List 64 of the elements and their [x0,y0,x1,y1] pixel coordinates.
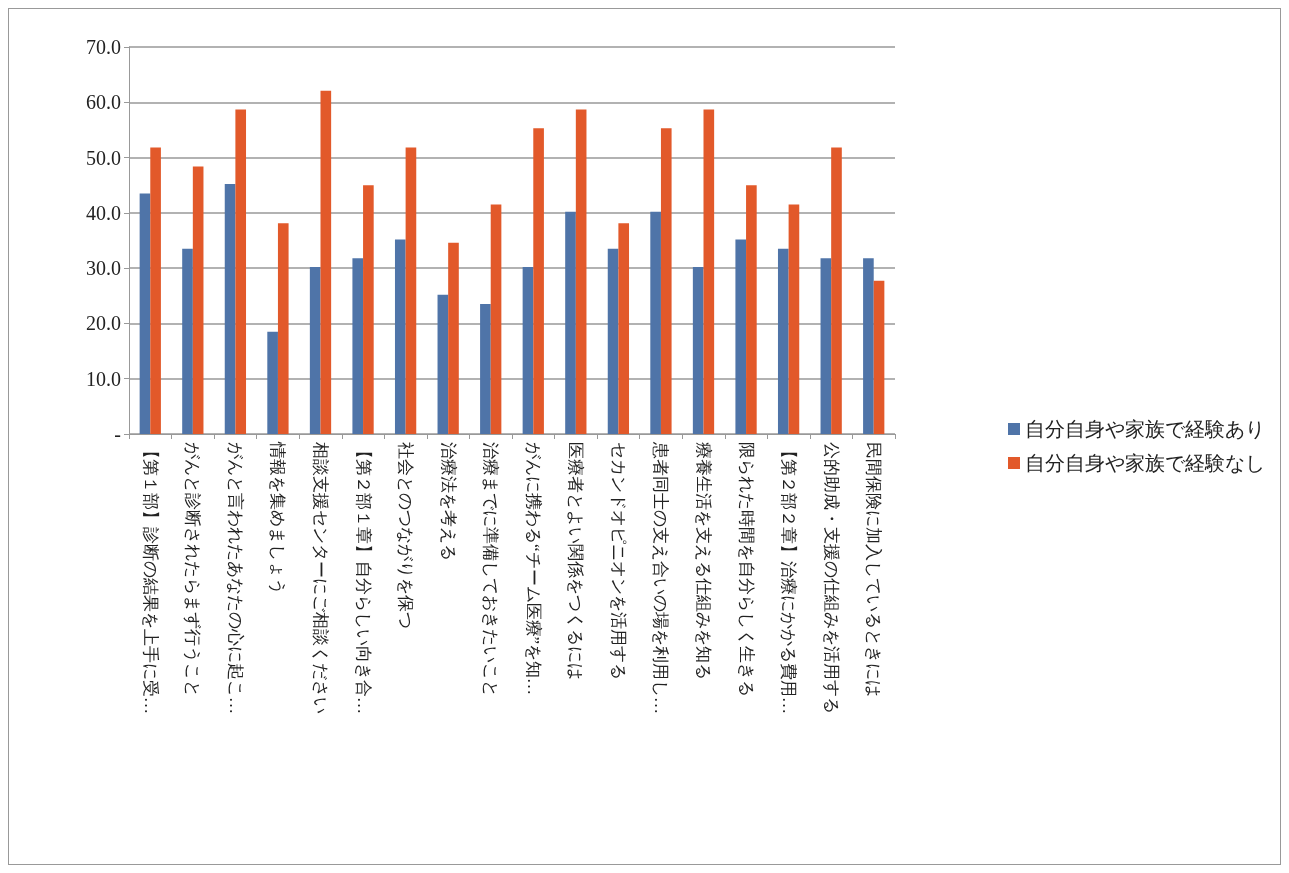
y-tick-label: 40.0 [86,201,121,224]
bar [490,204,502,434]
legend-label: 自分自身や家族で経験あり [1025,417,1265,441]
bar [150,147,161,434]
bar [831,147,842,434]
bar [363,185,374,434]
bar [394,239,406,434]
bar [437,294,449,434]
y-tick-label: 30.0 [86,257,121,280]
x-tick-label: 社会とのつながりを保つ [396,442,416,629]
bar [182,248,193,434]
bar [352,258,364,434]
bar [309,267,321,434]
x-tick-label: 治療法を考える [438,442,458,561]
bar [224,184,236,434]
y-tick-label: - [114,423,121,445]
x-tick-label: 【第２部１章】自分らしい向き合… [353,442,373,714]
bar [863,258,874,434]
bar [267,331,278,434]
x-tick-label: 民間保険に加入しているときには [864,442,884,697]
bar [235,109,247,434]
x-tick-label: 療養生活を支える仕組みを知る [694,442,713,680]
bar [565,211,576,434]
bar [192,166,204,434]
bar [533,128,544,434]
bar [575,109,587,434]
bar [703,109,715,434]
bar [873,280,885,434]
x-tick-label: 相談支援センターにご相談ください [311,442,330,714]
bar [139,193,151,434]
bar [320,90,332,434]
bar [522,267,534,434]
x-tick-label: 限られた時間を自分らしく生きる [736,442,756,697]
bar [746,185,757,434]
bar [277,223,289,434]
y-tick-label: 50.0 [86,146,121,169]
x-tick-label: 患者同士の支え合いの場を利用し… [651,441,671,714]
x-tick-label: 【第２部２章】治療にかかる費用… [779,442,799,714]
bar [405,147,417,434]
x-tick-label: 情報を集めましょう [268,441,288,595]
x-tick-label: がんに携わる“チーム医療”を知… [523,442,543,696]
y-tick-label: 60.0 [86,91,121,114]
legend-label: 自分自身や家族で経験なし [1025,451,1265,475]
bar [650,211,661,434]
x-tick-label: 治療までに準備しておきたいこと [481,442,501,697]
bar [692,267,704,434]
x-tick-label: セカンドオピニオンを活用する [608,442,628,680]
bar [788,204,800,434]
bar [777,248,789,434]
bar [448,242,459,434]
bar [607,248,619,434]
bar [820,258,832,434]
x-tick-label: 【第１部】診断の結果を上手に受… [140,442,160,714]
bar [735,239,747,434]
y-tick-label: 20.0 [86,312,121,335]
y-tick-label: 10.0 [86,367,121,390]
x-tick-label: がんと言われたあなたの心に起こ… [225,442,245,714]
x-tick-label: 医療者とよい関係をつくるには [566,442,586,680]
x-tick-label: 公的助成・支援の仕組みを活用する [821,442,841,714]
bar [618,223,630,434]
bar [660,128,672,434]
y-tick-label: 70.0 [86,36,121,58]
bar [480,304,491,434]
x-tick-label: がんと診断されたらまず行うこと [183,442,203,697]
